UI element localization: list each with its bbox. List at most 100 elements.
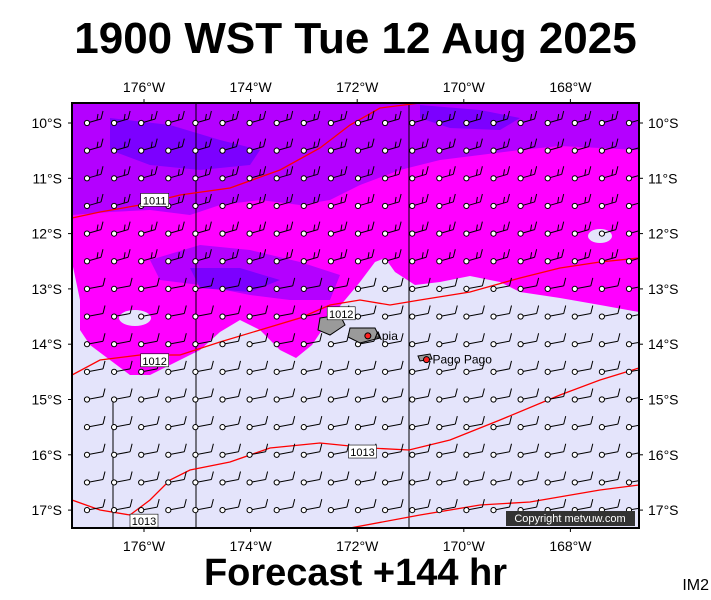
town-marker [364,332,372,340]
station-marker [111,451,118,458]
lat-label: 10°S [648,115,679,131]
station-marker [192,368,199,375]
lat-label: 15°S [31,392,62,408]
station-marker [571,230,578,237]
station-marker [138,396,145,403]
station-marker [246,424,253,431]
station-marker [273,479,280,486]
station-marker [165,230,172,237]
lat-label: 11°S [33,170,62,186]
station-marker [517,175,524,182]
station-marker [544,396,551,403]
station-marker [625,230,633,237]
station-marker [138,175,145,182]
station-marker [517,341,524,348]
station-marker [300,396,307,403]
station-marker [83,258,91,265]
station-marker [625,202,633,210]
station-marker [83,341,91,348]
station-marker [354,396,362,403]
station-marker [409,313,416,320]
station-marker [219,424,226,431]
station-marker [463,313,470,320]
station-marker [571,451,578,458]
station-marker [571,341,578,348]
station-marker [327,396,334,403]
station-marker [111,313,118,320]
station-marker [327,368,334,375]
station-marker [300,147,307,154]
station-marker [111,230,118,237]
station-marker [111,175,118,182]
station-marker [219,147,226,154]
station-marker [273,341,280,348]
station-marker [83,507,91,514]
station-marker [436,119,443,127]
station-marker [436,202,443,210]
station-marker [192,230,199,237]
lat-label: 10°S [31,115,62,131]
station-marker [598,147,606,154]
station-marker [327,258,334,265]
station-marker [219,479,226,486]
station-marker [327,451,334,458]
station-marker [354,175,362,182]
station-marker [571,479,578,486]
station-marker [382,230,389,237]
station-marker [490,507,497,514]
station-marker [598,285,606,292]
station-marker [382,341,389,348]
rain-area-moderate [72,103,639,215]
station-marker [192,119,199,127]
station-marker [409,368,416,375]
image-code: IM2 [682,577,709,594]
station-marker [83,202,91,210]
station-marker [246,175,253,182]
station-marker [138,313,145,320]
station-marker [409,258,416,265]
station-marker [382,119,389,127]
isobar-labels: 1011 1012 1012 1013 1013 [129,193,377,528]
station-marker [327,285,334,292]
station-marker [219,341,226,348]
station-marker [165,258,172,265]
station-marker [300,202,307,210]
lon-label: 174°W [230,79,273,95]
lat-label: 16°S [648,447,679,463]
station-marker [246,119,253,127]
station-marker [625,396,633,403]
station-marker [219,507,226,514]
station-marker [273,230,280,237]
map-frame [71,102,640,529]
forecast-title: 1900 WST Tue 12 Aug 2025 [74,14,637,63]
station-marker [517,313,524,320]
station-marker [598,230,606,237]
station-marker [409,396,416,403]
station-marker [382,258,389,265]
station-marker [517,147,524,154]
station-marker [463,396,470,403]
station-marker [409,424,416,431]
station-marker [138,119,145,127]
station-marker [246,341,253,348]
station-marker [219,451,226,458]
station-marker [436,285,443,292]
station-marker [138,230,145,237]
station-marker [544,451,551,458]
station-marker [436,230,443,237]
station-marker [111,285,118,292]
station-marker [625,341,633,348]
station-marker [409,147,416,154]
station-marker [111,507,118,514]
station-marker [382,147,389,154]
station-marker [490,368,497,375]
station-marker [490,230,497,237]
copyright-text: Copyright metvuw.com [514,513,625,525]
isobar-label: 1011 [143,195,167,207]
station-marker [246,507,253,514]
station-marker [219,368,226,375]
station-marker [517,424,524,431]
lat-label: 13°S [648,281,679,297]
place-labels: Apia Pago Pago [364,329,492,367]
station-marker [138,147,145,154]
